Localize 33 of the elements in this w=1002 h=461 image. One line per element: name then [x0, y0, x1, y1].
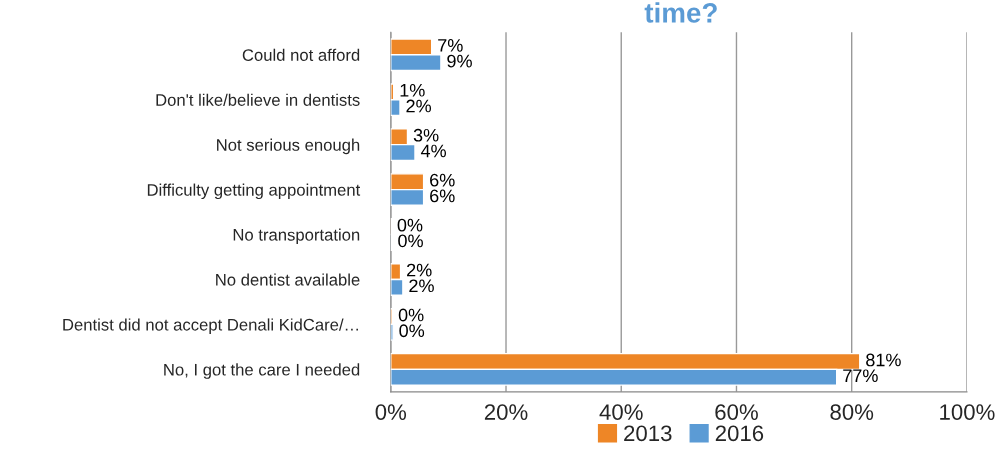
x-tick-label: 0% — [375, 404, 407, 420]
data-label: 0% — [398, 234, 423, 248]
data-label: 9% — [447, 54, 472, 68]
data-label: 4% — [420, 144, 446, 158]
data-label: 7% — [438, 39, 463, 52]
y-tick-label: Don't like/believe in dentists — [156, 93, 360, 106]
data-label: 81% — [866, 353, 901, 367]
data-label: 2% — [407, 263, 432, 277]
y-tick-label: Could not afford — [242, 48, 360, 61]
data-label: 77% — [843, 369, 878, 383]
data-label: 6% — [430, 173, 455, 187]
y-tick-label: No, I got the care I needed — [164, 363, 360, 379]
x-tick-label: 80% — [830, 404, 874, 420]
y-tick-label: Difficulty getting appointment — [147, 183, 361, 200]
data-label: 0% — [398, 308, 424, 322]
data-label: 6% — [430, 189, 455, 203]
chart-title: time? — [644, 2, 717, 23]
x-tick-label: 20% — [484, 404, 528, 420]
data-label: 2% — [406, 99, 432, 113]
data-label: 0% — [399, 324, 425, 338]
y-tick-label: Dentist did not accept Denali KidCare/… — [63, 318, 358, 334]
x-tick-label: 40% — [599, 404, 643, 420]
y-tick-label: No transportation — [233, 228, 360, 245]
data-label: 1% — [400, 83, 425, 97]
x-tick-label: 60% — [715, 404, 758, 420]
x-tick-label: 100% — [940, 404, 995, 420]
y-tick-label: Not serious enough — [217, 138, 360, 155]
legend-label: 2016 — [715, 425, 764, 442]
legend-label: 2013 — [624, 425, 672, 442]
y-tick-label: No dentist available — [216, 273, 360, 286]
data-label: 0% — [397, 218, 423, 232]
data-label: 2% — [409, 279, 434, 293]
data-label: 3% — [413, 128, 439, 142]
